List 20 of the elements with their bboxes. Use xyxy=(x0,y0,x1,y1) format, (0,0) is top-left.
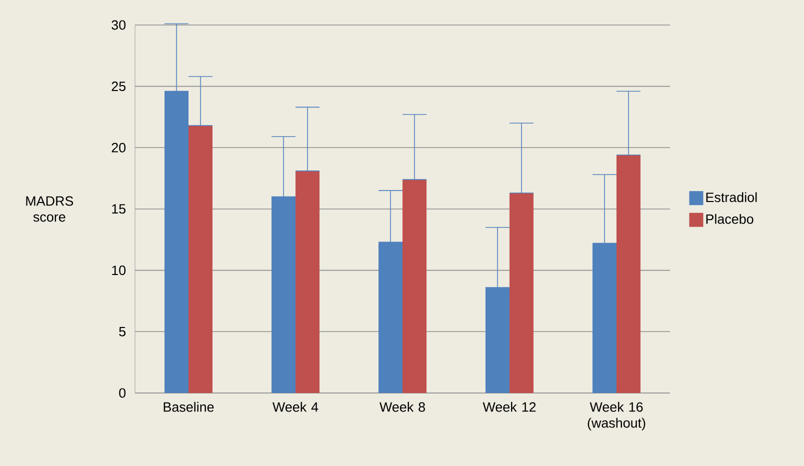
bar xyxy=(296,170,320,393)
bar xyxy=(510,193,534,393)
bar xyxy=(188,126,213,393)
y-tick-label: 20 xyxy=(112,142,126,152)
y-tick-label: 30 xyxy=(112,20,126,30)
legend-label: Placebo xyxy=(706,214,754,224)
x-tick-label: Week 4 xyxy=(272,402,318,412)
y-tick-label: 0 xyxy=(119,388,126,398)
y-tick-label: 25 xyxy=(112,82,126,92)
y-tick-label: 5 xyxy=(119,326,126,336)
x-tick-label: Week 8 xyxy=(380,402,425,412)
legend-label: Estradiol xyxy=(706,192,757,202)
y-tick-label: 10 xyxy=(112,266,126,276)
bar xyxy=(402,180,427,393)
x-tick-label: Week 16 (washout) xyxy=(588,402,646,430)
x-tick-label: Week 12 xyxy=(482,402,536,412)
y-axis-title: MADRS score xyxy=(26,196,74,222)
bar xyxy=(616,155,641,393)
x-tick-label: Baseline xyxy=(164,402,214,412)
y-tick-label: 15 xyxy=(112,204,126,214)
